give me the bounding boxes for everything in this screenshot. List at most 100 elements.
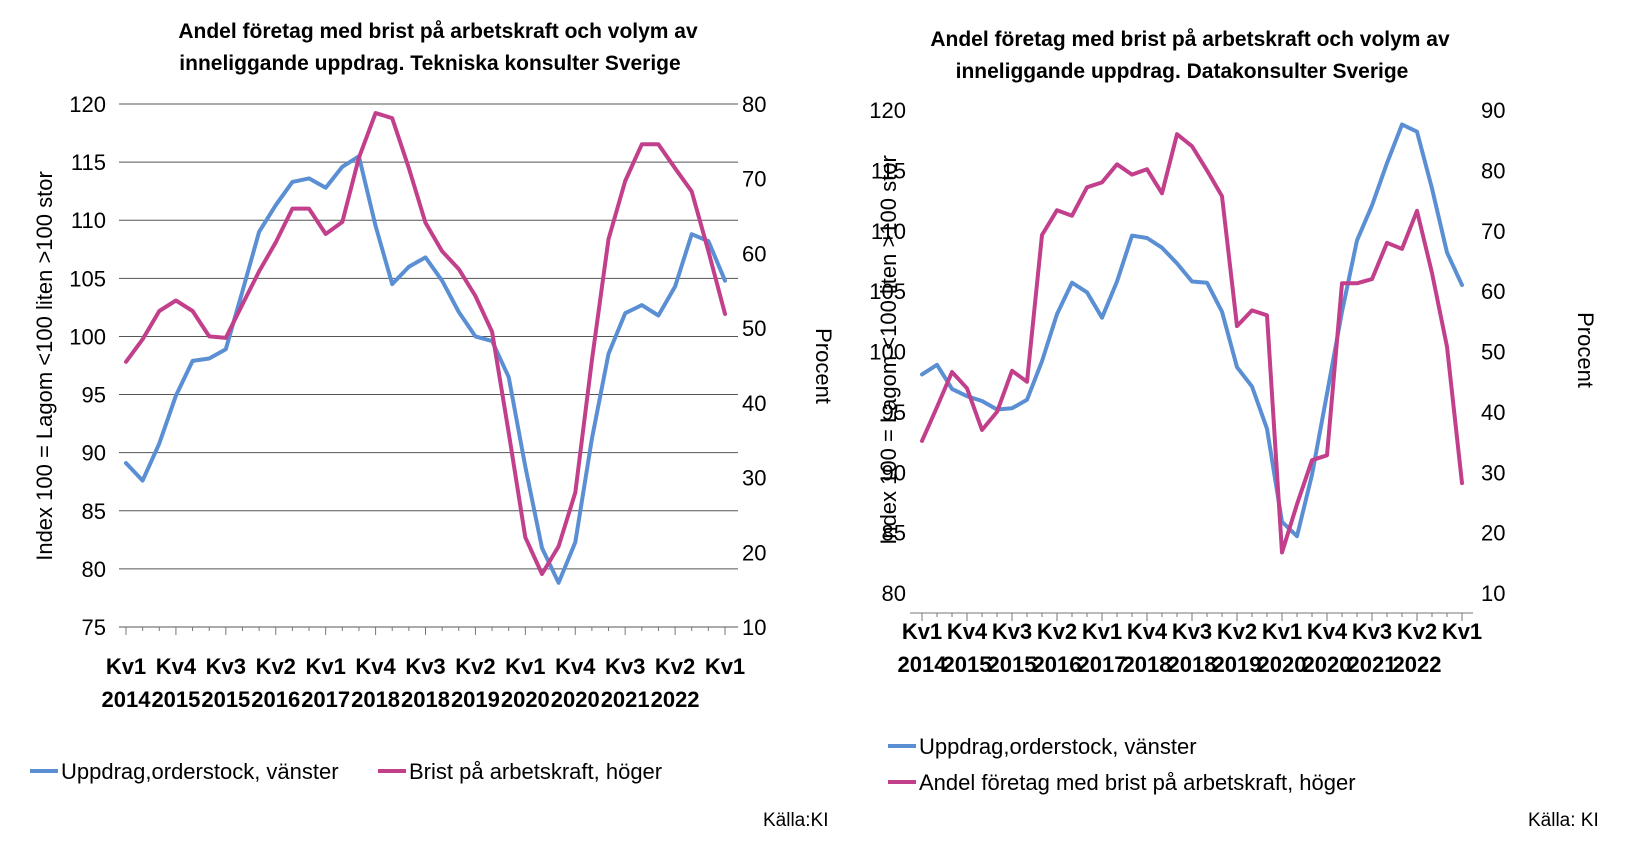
right-x-tick-label-year: 2019: [1213, 652, 1262, 677]
right-y2-tick-label: 40: [1481, 400, 1505, 425]
chart-right-y-tick-labels: 80 85 90 95 100 105 110 115 120: [869, 98, 906, 606]
right-y-tick-label: 110: [871, 219, 906, 244]
right-x-tick-label-year: 2014: [898, 652, 948, 677]
right-y2-tick-label: 80: [1481, 158, 1505, 183]
right-y-tick-label: 90: [882, 460, 906, 485]
right-x-tick-label-year: 2016: [1033, 652, 1082, 677]
chart-right-x-tick-labels: Kv12014Kv42015Kv32015Kv22016Kv12017Kv420…: [898, 619, 1483, 677]
left-x-tick-label-year: 2018: [401, 687, 450, 712]
left-x-tick-label-year: 2017: [301, 687, 350, 712]
left-y-tick-label: 100: [69, 324, 106, 349]
left-y-tick-label: 85: [82, 499, 106, 524]
right-x-tick-label-quarter: Kv2: [1037, 619, 1077, 644]
right-x-tick-label-quarter: Kv3: [1352, 619, 1392, 644]
left-x-tick-label-quarter: Kv2: [256, 654, 296, 679]
left-x-tick-label-quarter: Kv2: [655, 654, 695, 679]
chart-left-y-tick-labels: 75 80 85 90 95 100 105 110 115 120: [69, 92, 106, 640]
right-x-tick-label-quarter: Kv1: [902, 619, 942, 644]
left-x-tick-label-year: 2015: [151, 687, 200, 712]
left-x-tick-label-quarter: Kv1: [305, 654, 345, 679]
right-y2-tick-label: 90: [1481, 98, 1505, 123]
left-x-tick-label-quarter: Kv3: [206, 654, 246, 679]
chart-right-title-line2: inneliggande uppdrag. Datakonsulter Sver…: [956, 60, 1409, 83]
left-y2-tick-label: 20: [742, 540, 766, 565]
chart-left-legend-label-2: Brist på arbetskraft, höger: [409, 759, 662, 784]
left-x-tick-label-quarter: Kv1: [106, 654, 146, 679]
left-x-tick-label-year: 2019: [451, 687, 500, 712]
chart-left-series: [124, 111, 727, 585]
right-y-tick-label: 120: [869, 98, 906, 123]
left-x-tick-label-quarter: Kv4: [156, 654, 197, 679]
left-x-tick-label-quarter: Kv3: [605, 654, 645, 679]
left-x-tick-label-year: 2022: [651, 687, 700, 712]
left-series-line-2: [124, 111, 727, 576]
chart-right-legend: Uppdrag,orderstock, vänster Andel företa…: [888, 734, 1356, 795]
chart-left-legend-label-1: Uppdrag,orderstock, vänster: [61, 759, 339, 784]
right-x-tick-label-year: 2022: [1393, 652, 1442, 677]
chart-left: Andel företag med brist på arbetskraft o…: [30, 20, 836, 831]
right-x-tick-label-quarter: Kv4: [1307, 619, 1348, 644]
left-y2-tick-label: 80: [742, 92, 766, 117]
right-x-tick-label-year: 2020: [1258, 652, 1307, 677]
left-x-tick-label-quarter: Kv2: [455, 654, 495, 679]
chart-right: Andel företag med brist på arbetskraft o…: [869, 28, 1598, 831]
chart-left-y2-tick-labels: 10 20 30 40 50 60 70 80: [742, 92, 766, 640]
left-x-tick-label-year: 2020: [501, 687, 550, 712]
right-x-tick-label-quarter: Kv1: [1082, 619, 1122, 644]
right-series-line-1: [920, 122, 1464, 539]
right-x-tick-label-quarter: Kv3: [992, 619, 1032, 644]
right-y-tick-label: 115: [871, 158, 906, 183]
chart-left-source: Källa:KI: [763, 810, 828, 831]
left-x-tick-label-quarter: Kv1: [505, 654, 545, 679]
chart-right-legend-label-1: Uppdrag,orderstock, vänster: [919, 734, 1197, 759]
right-y2-tick-label: 70: [1481, 219, 1505, 244]
right-y2-tick-label: 20: [1481, 521, 1505, 546]
chart-right-x-ticks: [921, 613, 1463, 621]
left-x-tick-label-year: 2021: [601, 687, 650, 712]
right-x-tick-label-quarter: Kv1: [1442, 619, 1482, 644]
left-x-tick-label-quarter: Kv4: [555, 654, 596, 679]
left-x-tick-label-year: 2018: [351, 687, 400, 712]
right-y2-tick-label: 10: [1481, 581, 1505, 606]
right-x-tick-label-quarter: Kv1: [1262, 619, 1302, 644]
chart-left-gridlines: [119, 103, 738, 628]
chart-left-y2-axis-label: Procent: [811, 328, 836, 404]
left-y-tick-label: 115: [71, 150, 106, 175]
chart-right-y2-axis-label: Procent: [1573, 312, 1598, 388]
right-series-line-2: [920, 132, 1464, 555]
left-y-tick-label: 90: [82, 441, 106, 466]
chart-left-title-line2: inneliggande uppdrag. Tekniska konsulter…: [179, 52, 680, 75]
left-x-tick-label-year: 2015: [201, 687, 250, 712]
chart-left-title-line1: Andel företag med brist på arbetskraft o…: [178, 20, 698, 43]
left-x-tick-label-year: 2014: [102, 687, 152, 712]
left-y-tick-label: 120: [69, 92, 106, 117]
chart-right-legend-label-2: Andel företag med brist på arbetskraft, …: [919, 770, 1356, 795]
left-y-tick-label: 105: [69, 266, 106, 291]
right-x-tick-label-year: 2020: [1303, 652, 1352, 677]
right-x-tick-label-quarter: Kv2: [1397, 619, 1437, 644]
right-x-tick-label-year: 2018: [1123, 652, 1172, 677]
right-x-tick-label-year: 2017: [1078, 652, 1127, 677]
right-x-tick-label-year: 2015: [943, 652, 992, 677]
left-x-tick-label-quarter: Kv3: [405, 654, 445, 679]
chart-right-series: [920, 122, 1464, 555]
right-y-tick-label: 100: [869, 340, 906, 365]
right-y-tick-label: 80: [882, 581, 906, 606]
left-y2-tick-label: 50: [742, 316, 766, 341]
right-x-tick-label-quarter: Kv4: [1127, 619, 1168, 644]
left-x-tick-label-year: 2016: [251, 687, 300, 712]
right-y2-tick-label: 30: [1481, 460, 1505, 485]
right-x-tick-label-quarter: Kv2: [1217, 619, 1257, 644]
chart-right-y2-tick-labels: 10 20 30 40 50 60 70 80 90: [1481, 98, 1505, 606]
right-x-tick-label-year: 2018: [1168, 652, 1217, 677]
right-y2-tick-label: 50: [1481, 340, 1505, 365]
right-y-tick-label: 95: [882, 400, 906, 425]
right-x-tick-label-quarter: Kv4: [947, 619, 988, 644]
chart-left-y-axis-label: Index 100 = Lagom <100 liten >100 stor: [32, 171, 57, 561]
left-series-line-1: [124, 154, 727, 585]
left-y-tick-label: 75: [82, 615, 106, 640]
chart-right-y-axis-label: Index 100 = Lagom <100 liten >100 stor: [876, 155, 901, 545]
left-y2-tick-label: 60: [742, 241, 766, 266]
left-y2-tick-label: 30: [742, 466, 766, 491]
